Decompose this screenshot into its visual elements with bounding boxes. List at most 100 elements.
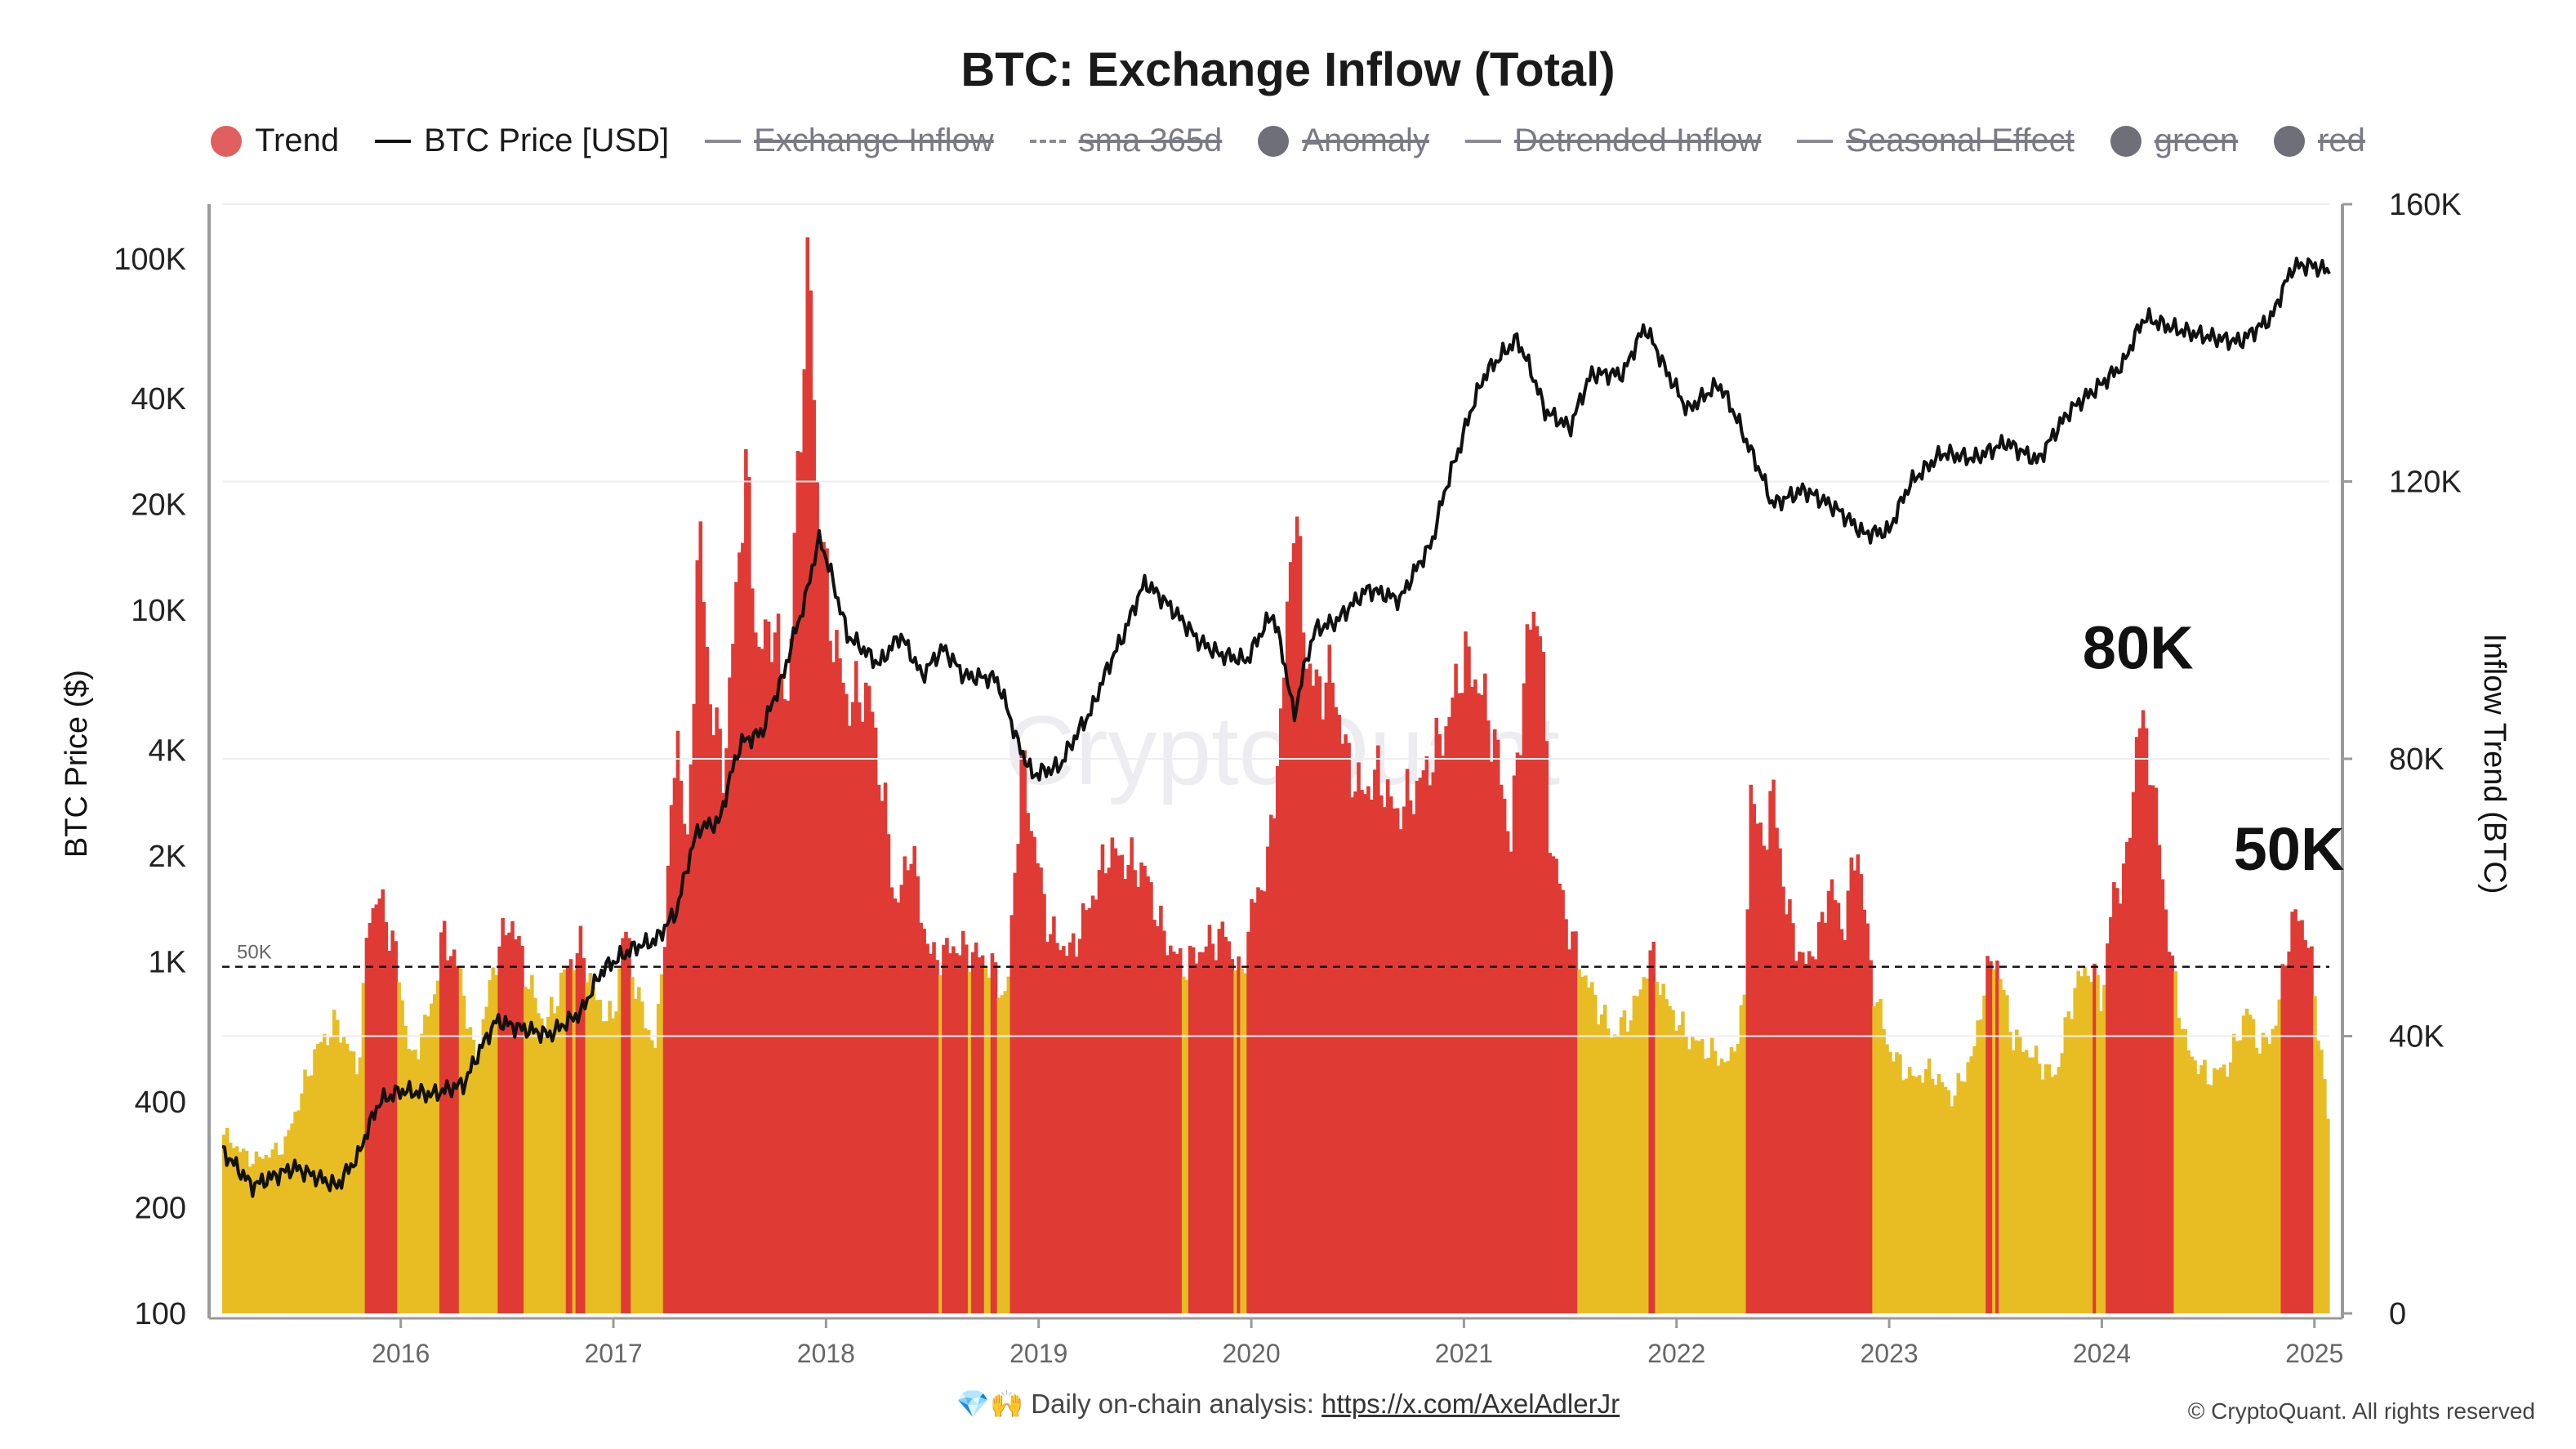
inflow-bar [2293, 909, 2297, 1313]
inflow-bar [433, 994, 437, 1313]
inflow-bar [1181, 976, 1186, 1313]
inflow-bar [1405, 769, 1410, 1313]
legend-item-green[interactable]: green [2110, 123, 2238, 159]
inflow-bar [345, 1043, 350, 1313]
inflow-bar [802, 369, 807, 1313]
inflow-bar [653, 1047, 657, 1313]
inflow-bar [423, 1014, 427, 1313]
inflow-bar [1304, 668, 1309, 1313]
inflow-bar [484, 1006, 489, 1313]
inflow-bar [1100, 844, 1105, 1313]
inflow-bar [2109, 916, 2113, 1313]
inflow-bar [1788, 898, 1792, 1313]
inflow-bar [582, 958, 586, 1313]
inflow-bar [2002, 989, 2006, 1313]
inflow-bar [1755, 823, 1760, 1313]
inflow-bar [1700, 1039, 1705, 1313]
footer: 💎🙌 Daily on-chain analysis: https://x.co… [0, 1389, 2576, 1420]
legend-item-trend[interactable]: Trend [211, 123, 339, 159]
inflow-bar [2284, 965, 2288, 1313]
inflow-bar [1616, 1036, 1620, 1313]
inflow-bar [2290, 912, 2294, 1313]
inflow-bar [1489, 761, 1494, 1313]
inflow-bar [1895, 1052, 1899, 1313]
inflow-bar [1062, 946, 1066, 1313]
inflow-bar [637, 987, 641, 1313]
inflow-bar [241, 1148, 246, 1313]
y-left-tick-label: 100K [114, 243, 186, 277]
footer-link[interactable]: https://x.com/AxelAdlerJr [1321, 1389, 1620, 1419]
inflow-bar [1856, 854, 1861, 1313]
inflow-bar [2106, 943, 2110, 1313]
inflow-bar [1742, 994, 1747, 1313]
inflow-bar [488, 979, 492, 1313]
inflow-bar [1739, 1005, 1744, 1313]
y-right-tick-label: 40K [2389, 1020, 2445, 1054]
inflow-bar [1651, 942, 1656, 1313]
inflow-bar [491, 967, 496, 1313]
legend-item-detrended-inflow[interactable]: Detrended Inflow [1464, 123, 1761, 159]
inflow-bar [1665, 999, 1669, 1313]
inflow-bar [1207, 925, 1212, 1313]
inflow-bar [708, 704, 712, 1313]
inflow-bar [1953, 1095, 1958, 1313]
inflow-bar [1502, 798, 1507, 1313]
inflow-bar [1898, 1054, 1902, 1313]
inflow-bar [970, 952, 975, 1313]
inflow-bar [1447, 716, 1451, 1313]
inflow-bar [1081, 903, 1085, 1313]
legend-item-sma-365d[interactable]: sma 365d [1029, 123, 1222, 159]
inflow-bar [1415, 780, 1419, 1313]
inflow-bar [2287, 951, 2291, 1313]
inflow-bar [2131, 791, 2136, 1313]
inflow-bar [1862, 909, 1866, 1313]
inflow-bar [1548, 853, 1552, 1313]
legend-item-anomaly[interactable]: Anomaly [1258, 123, 1429, 159]
inflow-bar [2199, 1065, 2204, 1313]
inflow-bar [1966, 1062, 1971, 1313]
inflow-bar [889, 887, 894, 1313]
inflow-bar [332, 1010, 336, 1313]
inflow-bar [338, 1042, 343, 1313]
legend-item-red[interactable]: red [2274, 123, 2365, 159]
inflow-bar [822, 542, 826, 1313]
inflow-bar [407, 1049, 411, 1313]
inflow-bar [1240, 968, 1244, 1313]
inflow-bar [1946, 1090, 1951, 1313]
legend-item-seasonal-effect[interactable]: Seasonal Effect [1797, 123, 2075, 159]
inflow-bar [1697, 1041, 1701, 1313]
inflow-bar [2257, 1053, 2262, 1313]
inflow-bar [1165, 955, 1170, 1313]
inflow-bar [608, 1001, 612, 1313]
inflow-bar [1538, 636, 1543, 1313]
inflow-bar [559, 972, 564, 1313]
inflow-bar [1330, 682, 1335, 1313]
inflow-bar [838, 658, 842, 1313]
inflow-bar [750, 588, 755, 1313]
inflow-bar [2160, 879, 2165, 1313]
legend-marker-icon [211, 125, 243, 157]
legend-item-exchange-inflow[interactable]: Exchange Inflow [705, 123, 994, 159]
y-left-tick-label: 400 [135, 1086, 186, 1120]
inflow-bar [841, 682, 845, 1313]
inflow-bar [1632, 995, 1637, 1313]
inflow-bar [2066, 1011, 2071, 1313]
inflow-bar [410, 1050, 414, 1313]
legend-item-btc-price-usd[interactable]: BTC Price [USD] [375, 123, 669, 159]
inflow-bar [1470, 686, 1474, 1313]
inflow-bar [1936, 1073, 1941, 1313]
inflow-bar [2027, 1057, 2032, 1313]
inflow-bar [2021, 1051, 2026, 1313]
inflow-bar [1859, 874, 1864, 1313]
inflow-bar [1933, 1085, 1938, 1313]
inflow-bar [1067, 942, 1072, 1313]
inflow-bar [555, 1005, 560, 1313]
inflow-bar [435, 980, 440, 1313]
inflow-bar [925, 943, 929, 1313]
inflow-bar [251, 1164, 256, 1313]
inflow-bar [1726, 1060, 1731, 1313]
inflow-bar [475, 1063, 479, 1313]
inflow-bar [715, 707, 719, 1313]
inflow-bar [2280, 964, 2285, 1313]
inflow-bar [1143, 866, 1147, 1313]
